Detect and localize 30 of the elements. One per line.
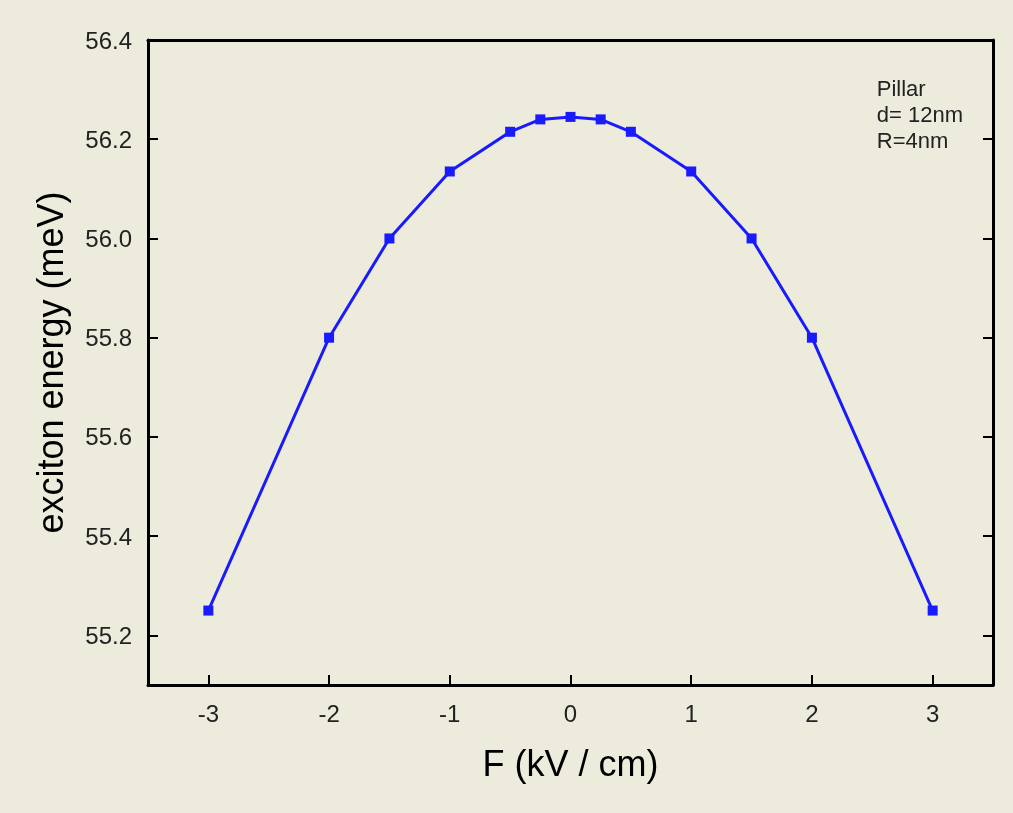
point xyxy=(203,605,214,616)
y-tick-label: 55.8 xyxy=(85,324,132,352)
x-tick-label: 2 xyxy=(805,699,819,727)
point xyxy=(535,114,546,125)
y-tick-label: 55.2 xyxy=(85,621,132,649)
y-tick-label: 55.6 xyxy=(85,423,132,451)
y-axis-title: exciton energy (meV) xyxy=(29,191,71,534)
x-tick-label: 1 xyxy=(684,699,698,727)
x-tick-label: -2 xyxy=(318,699,340,727)
point xyxy=(324,332,335,343)
point xyxy=(806,332,817,343)
y-tick-label: 55.4 xyxy=(85,522,132,550)
point xyxy=(384,233,395,244)
y-tick-label: 56.2 xyxy=(85,125,132,153)
x-tick-label: -1 xyxy=(439,699,461,727)
point xyxy=(927,605,938,616)
point xyxy=(595,114,606,125)
y-tick-label: 56.4 xyxy=(85,26,132,54)
point xyxy=(686,166,697,177)
point xyxy=(565,111,576,122)
x-axis-title: F (kV / cm) xyxy=(482,742,659,784)
annotation: Pillar d= 12nm R=4nm xyxy=(876,75,964,153)
point xyxy=(625,126,636,137)
point xyxy=(505,126,516,137)
y-tick-label: 56.0 xyxy=(85,224,132,252)
point xyxy=(444,166,455,177)
x-tick-label: 3 xyxy=(925,699,940,727)
x-tick-label: 0 xyxy=(563,699,578,727)
point xyxy=(746,233,757,244)
x-tick-label: -3 xyxy=(197,699,220,727)
